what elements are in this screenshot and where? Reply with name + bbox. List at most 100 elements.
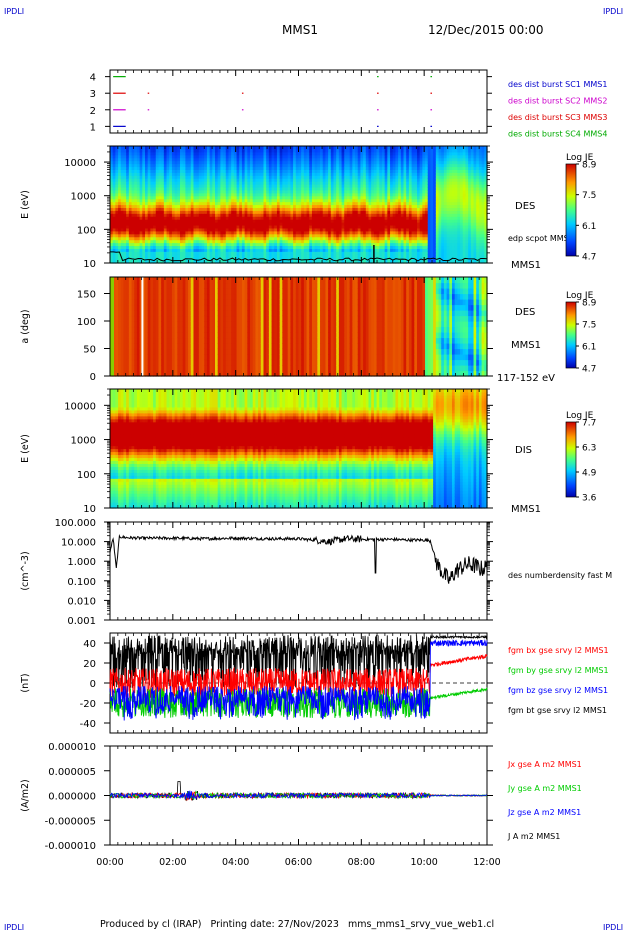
spectrogram-cell [158,175,162,179]
spectrogram-cell [303,239,308,244]
spectrogram-cell [239,260,243,264]
spectrogram-cell [250,213,254,217]
spectrogram-cell [185,157,189,162]
spectrogram-cell [381,230,386,235]
spectrogram-cell [206,257,211,261]
spectrogram-cell [142,160,146,165]
spectrogram-cell [163,245,168,249]
spectrogram-cell [258,242,262,247]
spectrogram-cell [279,192,283,197]
spectrogram-cell [279,207,283,211]
spectrogram-cell [153,251,157,255]
spectrogram-cell [142,175,146,179]
spectrogram-cell [306,151,310,156]
spectrogram-cell [169,154,173,159]
spectrogram-cell [282,213,286,217]
spectrogram-cell [368,207,372,211]
spectrogram-cell [161,236,165,241]
spectrogram-cell [287,236,292,241]
spectrogram-cell [360,245,364,249]
spectrogram-cell [215,201,219,206]
spectrogram-cell [158,146,162,150]
spectrogram-cell [279,198,283,203]
spectrogram-cell [215,216,219,220]
spectrogram-cell [258,184,262,188]
spectrogram-cell [271,201,275,206]
spectrogram-cell [290,146,294,150]
spectrogram-cell [112,219,116,223]
spectrogram-cell [244,254,248,258]
spectrogram-cell [346,192,351,197]
spectrogram-cell [287,181,292,185]
spectrogram-cell [177,201,181,206]
spectrogram-cell [118,224,122,229]
spectrogram-cell [188,195,192,200]
spectrogram-cell [352,195,356,200]
spectrogram-cell [112,192,116,197]
spectrogram-cell [263,254,267,258]
spectrogram-cell [346,157,351,162]
spectrogram-cell [285,219,289,223]
spectrogram-cell [190,160,195,165]
spectrogram-cell [223,260,227,264]
spectrogram-cell [290,210,294,214]
spectrogram-cell [150,157,154,162]
spectrogram-cell [112,166,116,170]
spectrogram-cell [282,172,286,176]
spectrogram-cell [185,169,189,173]
spectrogram-cell [244,160,248,165]
spectrogram-cell [123,216,127,220]
spectrogram-cell [333,146,337,150]
spectrogram-cell [295,178,300,182]
spectrogram-cell [223,189,227,194]
spectrogram-cell [128,239,133,244]
spectrogram-cell [325,219,329,223]
spectrogram-cell [223,239,227,244]
spectrogram-cell [274,230,278,235]
spectrogram-cell [258,233,262,238]
spectrogram-cell [328,195,332,200]
spectrogram-cell [328,192,332,197]
spectrogram-cell [287,172,292,176]
spectrogram-cell [177,154,181,159]
spectrogram-cell [182,184,186,188]
spectrogram-cell [188,210,192,214]
spectrogram-cell [174,166,178,170]
spectrogram-cell [317,204,321,209]
spectrogram-cell [115,227,119,232]
spectrogram-cell [233,186,238,191]
spectrogram-cell [298,169,302,173]
spectrogram-cell [252,245,257,249]
spectrogram-cell [169,239,173,244]
spectrogram-cell [320,248,324,252]
spectrogram-cell [279,260,283,264]
spectrogram-cell [295,245,300,249]
spectrogram-cell [346,178,351,182]
spectrogram-cell [360,207,364,211]
spectrogram-cell [123,254,127,258]
spectrogram-cell [314,227,318,232]
spectrogram-cell [255,195,259,200]
spectrogram-cell [295,186,300,191]
spectrogram-cell [128,181,133,185]
spectrogram-cell [201,251,205,255]
spectrogram-cell [346,198,351,203]
spectrogram-cell [311,172,316,176]
spectrogram-cell [120,195,125,200]
spectrogram-cell [371,254,375,258]
spectrogram-cell [196,186,200,191]
spectrogram-cell [293,181,297,185]
spectrogram-cell [241,224,246,229]
spectrogram-cell [311,216,316,220]
spectrogram-cell [118,169,122,173]
spectrogram-cell [209,163,213,168]
spectrogram-cell [384,146,388,150]
spectrogram-cell [384,181,388,185]
spectrogram-cell [206,184,211,188]
spectrogram-cell [285,201,289,206]
spectrogram-cell [357,154,362,159]
spectrogram-cell [196,245,200,249]
spectrogram-cell [287,186,292,191]
spectrogram-cell [271,254,275,258]
spectrogram-cell [317,222,321,226]
